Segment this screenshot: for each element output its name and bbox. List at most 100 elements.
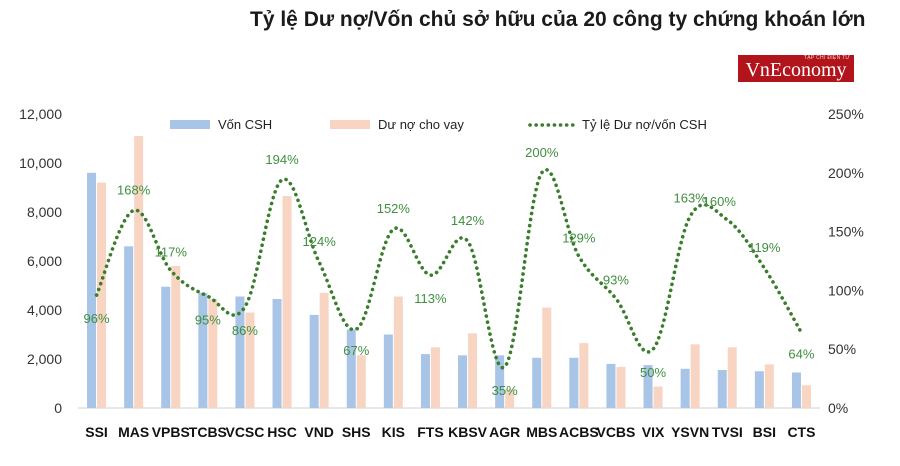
legend-label-von-csh: Vốn CSH bbox=[218, 117, 272, 132]
right-tick-label: 0% bbox=[828, 400, 848, 416]
bar-du-no bbox=[653, 386, 663, 408]
left-tick-label: 10,000 bbox=[19, 155, 62, 171]
bar-du-no bbox=[468, 333, 478, 408]
vneconomy-logo: TẠP CHÍ ĐIỆN TỬ VnEconomy bbox=[738, 55, 854, 82]
bar-du-no bbox=[356, 355, 366, 408]
category-label: KBSV bbox=[448, 424, 488, 440]
legend-swatch-du-no bbox=[330, 120, 370, 129]
ratio-label: 113% bbox=[414, 291, 447, 306]
ratio-label: 124% bbox=[303, 234, 337, 249]
bar-du-no bbox=[430, 347, 440, 408]
ratio-label: 119% bbox=[748, 240, 781, 255]
legend-swatch-von-csh bbox=[170, 120, 210, 129]
bar-du-no bbox=[727, 347, 737, 408]
bar-von-csh bbox=[532, 357, 542, 408]
bar-du-no bbox=[505, 389, 515, 408]
bar-von-csh bbox=[791, 372, 801, 408]
ratio-label: 95% bbox=[195, 312, 221, 327]
bar-du-no bbox=[690, 344, 700, 408]
left-tick-label: 6,000 bbox=[27, 253, 62, 269]
ratio-label: 129% bbox=[562, 230, 596, 245]
bar-series bbox=[87, 136, 811, 409]
bar-du-no bbox=[542, 307, 552, 408]
right-tick-label: 200% bbox=[828, 165, 864, 181]
category-label: MAS bbox=[118, 424, 149, 440]
category-label: VIX bbox=[642, 424, 665, 440]
left-tick-label: 12,000 bbox=[19, 106, 62, 122]
bar-von-csh bbox=[309, 314, 319, 408]
ratio-label: 142% bbox=[451, 213, 485, 228]
legend-label-du-no: Dư nợ cho vay bbox=[378, 117, 464, 132]
category-label: YSVN bbox=[671, 424, 709, 440]
ratio-label: 67% bbox=[343, 343, 369, 358]
ratio-label: 200% bbox=[525, 145, 559, 160]
bar-von-csh bbox=[569, 357, 579, 408]
bar-von-csh bbox=[458, 355, 468, 408]
ratio-label: 35% bbox=[492, 383, 518, 398]
right-tick-label: 250% bbox=[828, 106, 864, 122]
right-tick-label: 100% bbox=[828, 282, 864, 298]
category-label: SSI bbox=[85, 424, 108, 440]
category-label: VCSC bbox=[225, 424, 264, 440]
ratio-label: 152% bbox=[377, 201, 411, 216]
ratio-label: 86% bbox=[232, 323, 258, 338]
legend-label-ratio: Tỷ lệ Dư nợ/vốn CSH bbox=[582, 117, 707, 132]
bar-du-no bbox=[393, 296, 403, 408]
bar-von-csh bbox=[754, 371, 764, 408]
right-tick-label: 50% bbox=[828, 341, 856, 357]
bar-du-no bbox=[134, 136, 144, 409]
category-label: FTS bbox=[417, 424, 443, 440]
ratio-label: 96% bbox=[84, 311, 110, 326]
chart-title: Tỷ lệ Dư nợ/Vốn chủ sở hữu của 20 công t… bbox=[250, 8, 866, 31]
bar-du-no bbox=[282, 196, 292, 408]
bar-du-no bbox=[801, 385, 811, 408]
category-label: KIS bbox=[382, 424, 405, 440]
bar-von-csh bbox=[124, 246, 134, 408]
bar-du-no bbox=[208, 298, 218, 408]
category-label: TVSI bbox=[712, 424, 743, 440]
category-label: SHS bbox=[342, 424, 371, 440]
logo-wordmark: VnEconomy bbox=[745, 59, 847, 81]
category-label: TCBS bbox=[189, 424, 227, 440]
category-label: BSI bbox=[753, 424, 776, 440]
left-tick-label: 8,000 bbox=[27, 204, 62, 220]
bar-von-csh bbox=[495, 355, 505, 408]
category-label: HSC bbox=[267, 424, 297, 440]
category-label: AGR bbox=[489, 424, 520, 440]
ratio-label: 93% bbox=[603, 273, 629, 288]
ratio-label: 160% bbox=[703, 194, 737, 209]
bar-du-no bbox=[319, 292, 329, 408]
bar-du-no bbox=[764, 364, 774, 408]
ratio-line-series bbox=[94, 168, 804, 370]
bar-von-csh bbox=[198, 292, 208, 408]
category-label: MBS bbox=[526, 424, 557, 440]
bar-von-csh bbox=[161, 286, 171, 408]
bar-von-csh bbox=[383, 334, 393, 408]
left-tick-label: 0 bbox=[54, 400, 62, 416]
left-axis-ticks: 0 2,000 4,000 6,000 8,000 10,000 12,000 bbox=[19, 106, 62, 416]
ratio-label: 194% bbox=[265, 152, 299, 167]
ratio-label: 168% bbox=[117, 182, 151, 197]
bar-von-csh bbox=[87, 172, 97, 408]
bar-von-csh bbox=[606, 363, 616, 408]
chart-legend: Vốn CSH Dư nợ cho vay Tỷ lệ Dư nợ/vốn CSH bbox=[170, 117, 707, 132]
category-label: VND bbox=[304, 424, 334, 440]
ratio-line bbox=[94, 168, 804, 370]
bar-von-csh bbox=[717, 370, 727, 408]
ratio-label: 117% bbox=[155, 244, 188, 259]
category-label: VCBS bbox=[596, 424, 635, 440]
bar-von-csh bbox=[420, 354, 430, 408]
bar-von-csh bbox=[272, 298, 282, 408]
bar-von-csh bbox=[235, 296, 245, 408]
bar-du-no bbox=[579, 343, 589, 408]
bar-du-no bbox=[171, 265, 181, 408]
category-label: ACBS bbox=[559, 424, 599, 440]
bar-du-no bbox=[97, 182, 107, 408]
category-label: CTS bbox=[787, 424, 815, 440]
bar-du-no bbox=[245, 312, 255, 408]
bar-von-csh bbox=[643, 365, 653, 408]
bar-von-csh bbox=[346, 329, 356, 408]
ratio-label: 64% bbox=[788, 347, 814, 362]
